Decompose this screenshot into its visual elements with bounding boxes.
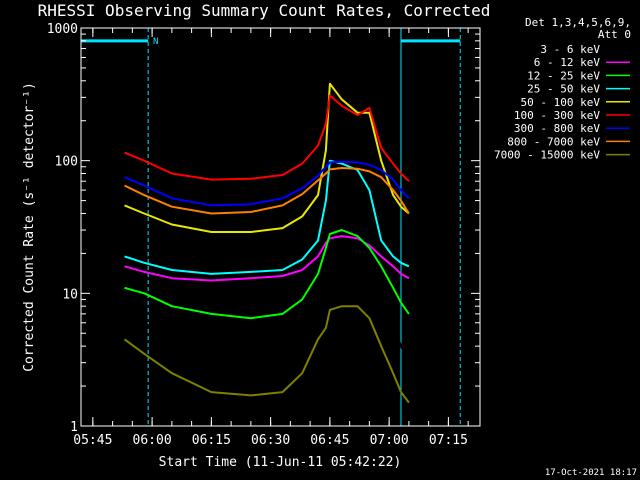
series-line-7 [124,167,410,215]
plot-frame [80,27,481,427]
legend-label-3: 25 - 50 keV [527,83,600,96]
legend-label-8: 7000 - 15000 keV [494,149,600,162]
series-line-0 [124,277,410,364]
series-line-4 [124,82,410,233]
legend-label-1: 6 - 12 keV [534,56,601,69]
series-group [123,82,410,404]
chart-title: RHESSI Observing Summary Count Rates, Co… [38,1,491,20]
y-axis: 1 10 100 1000 [47,22,480,435]
plot-area: N 1 10 100 1000 05:45 06:00 06:15 06:30 06:45 07… [47,22,481,448]
y-tick-label-1: 10 [62,287,78,302]
legend-label-2: 12 - 25 keV [527,69,600,82]
legend-label-7: 800 - 7000 keV [507,135,600,148]
y-tick-label-3: 1000 [47,22,78,37]
y-axis-label: Corrected Count Rate (s⁻¹ detector⁻¹) [22,82,37,372]
series-line-5 [124,94,410,182]
legend-label-0: 3 - 6 keV [540,43,600,56]
x-tick-label-6: 07:15 [429,433,468,448]
x-tick-label-0: 05:45 [73,433,112,448]
legend-header-line-2: Att 0 [598,28,631,41]
footer-date: 17-Oct-2021 18:17 [545,468,637,478]
x-tick-label-2: 06:15 [192,433,231,448]
series-line-1 [124,235,410,282]
legend-label-4: 50 - 100 keV [521,96,601,109]
series-line-6 [124,160,410,207]
x-tick-label-4: 06:45 [310,433,349,448]
time-markers: N [81,28,461,426]
x-axis: 05:45 06:00 06:15 06:30 06:45 07:00 07:15 [73,28,469,448]
flag-label: N [153,37,158,47]
x-tick-label-1: 06:00 [133,433,172,448]
series-line-2 [124,229,410,320]
series-line-8 [123,305,410,404]
x-axis-label: Start Time (11-Jun-11 05:42:22) [159,455,402,470]
y-tick-label-0: 1 [70,420,78,435]
x-tick-label-5: 07:00 [370,433,409,448]
x-tick-label-3: 06:30 [251,433,290,448]
legend-label-5: 100 - 300 keV [514,109,600,122]
y-tick-label-2: 100 [55,155,78,170]
series-line-3 [124,159,410,275]
legend-label-6: 300 - 800 keV [514,122,600,135]
legend-header-line-1: Det 1,3,4,5,6,9, [525,16,631,29]
